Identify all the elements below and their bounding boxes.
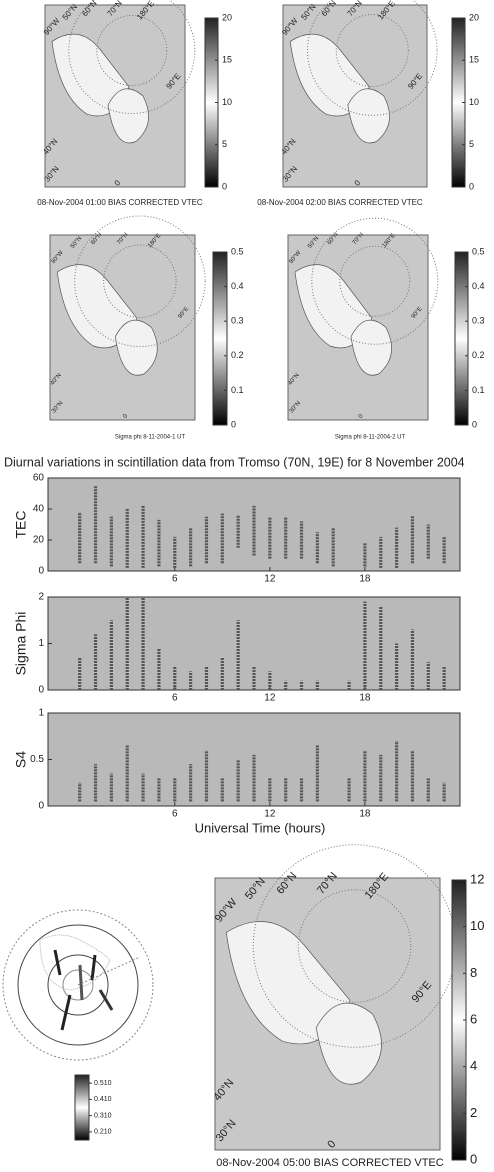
map-caption: 08-Nov-2004 02:00 BIAS CORRECTED VTEC	[257, 198, 423, 207]
y-axis-label: S4	[13, 751, 29, 768]
map-caption: 08-Nov-2004 01:00 BIAS CORRECTED VTEC	[37, 198, 203, 207]
map-graticule	[96, 15, 168, 86]
map-graticule	[339, 245, 411, 317]
map-label: 0	[113, 178, 123, 188]
map-land	[51, 33, 130, 117]
y-axis-label: Sigma Phi	[13, 612, 29, 676]
colorbar-tick-label: 0.410	[94, 1096, 112, 1103]
map-land	[56, 264, 138, 349]
colorbar-tick-label: 20	[222, 12, 232, 22]
colorbar-tick-label: 4	[470, 1058, 477, 1073]
colorbar-tick-label: 0.1	[472, 385, 485, 395]
colorbar-tick-label: 0.310	[94, 1112, 112, 1119]
colorbar	[212, 251, 228, 426]
colorbar-tick-label: 5	[469, 139, 474, 149]
y-tick-label: 1	[38, 638, 44, 649]
colorbar-tick-label: 0	[472, 419, 477, 429]
y-tick-label: 0.5	[30, 754, 44, 765]
colorbar-tick-label: 0	[469, 181, 474, 191]
map-graticule	[311, 217, 439, 345]
y-tick-label: 0	[38, 685, 44, 696]
map-land	[347, 88, 390, 144]
map-graticule	[74, 215, 206, 347]
y-tick-label: 1	[38, 708, 44, 719]
y-tick-label: 0	[38, 566, 44, 577]
y-tick-label: 2	[38, 592, 44, 603]
x-tick-label: 18	[359, 574, 371, 585]
colorbar-tick-label: 0.2	[472, 350, 485, 360]
map-land	[350, 319, 392, 376]
x-tick-label: 18	[359, 809, 371, 820]
colorbar-tick-label: 0.3	[472, 316, 485, 326]
map-caption: Sigma phi 8-11-2004-2 UT	[335, 435, 406, 441]
map-land	[289, 33, 370, 117]
colorbar-tick-label: 15	[222, 55, 232, 65]
colorbar-tick-label: 0.2	[231, 350, 244, 360]
x-tick-label: 18	[359, 693, 371, 704]
map-land	[107, 88, 149, 144]
map-caption: Sigma phi 8-11-2004-1 UT	[115, 435, 186, 441]
colorbar-tick-label: 10	[470, 918, 484, 933]
map-label: 0	[353, 178, 363, 188]
map-label: 0	[358, 413, 365, 420]
colorbar-tick-label: 0.210	[94, 1129, 112, 1136]
colorbar-tick-label: 0	[231, 419, 236, 429]
map-graticule	[103, 244, 177, 318]
y-tick-label: 40	[33, 504, 45, 515]
polar-inset	[2, 909, 154, 1061]
x-tick-label: 12	[264, 809, 276, 820]
colorbar-tick-label: 0	[222, 181, 227, 191]
map-graticule	[335, 14, 409, 87]
x-axis-label: Universal Time (hours)	[195, 820, 326, 835]
y-tick-label: 0	[38, 801, 44, 812]
map-graticule	[68, 0, 196, 114]
colorbar-tick-label: 0	[470, 1151, 477, 1166]
colorbar-tick-label: 0.5	[231, 246, 244, 256]
colorbar-tick-label: 8	[470, 965, 477, 980]
map-land	[114, 319, 158, 376]
x-tick-label: 6	[172, 809, 178, 820]
colorbar-tick-label: 10	[222, 97, 232, 107]
x-tick-label: 12	[264, 693, 276, 704]
colorbar-tick-label: 15	[469, 55, 479, 65]
colorbar-tick-label: 0.1	[231, 385, 244, 395]
map-label: 0	[122, 413, 129, 420]
x-tick-label: 6	[172, 693, 178, 704]
colorbar-tick-label: 5	[222, 139, 227, 149]
x-tick-label: 6	[172, 574, 178, 585]
colorbar-tick-label: 20	[469, 12, 479, 22]
colorbar-tick-label: 2	[470, 1105, 477, 1120]
x-tick-label: 12	[264, 574, 276, 585]
map-land	[294, 264, 373, 349]
map-graticule	[297, 889, 412, 1003]
colorbar-tick-label: 0.5	[472, 246, 485, 256]
colorbar-tick-label: 0.4	[472, 281, 485, 291]
colorbar	[454, 251, 469, 426]
inset-colorbar	[74, 1074, 90, 1141]
map-caption: 08-Nov-2004 05:00 BIAS CORRECTED VTEC	[216, 1157, 443, 1169]
colorbar-tick-label: 10	[469, 97, 479, 107]
y-axis-label: TEC	[13, 511, 29, 539]
map-land	[315, 1002, 382, 1085]
map-graticule	[306, 0, 438, 116]
colorbar-tick-label: 0.3	[231, 316, 244, 326]
chart-title: Diurnal variations in scintillation data…	[4, 455, 465, 469]
y-tick-label: 60	[33, 473, 45, 484]
colorbar-tick-label: 6	[470, 1011, 477, 1026]
y-tick-label: 20	[33, 535, 45, 546]
colorbar-tick-label: 0.510	[94, 1080, 112, 1087]
colorbar-tick-label: 12	[470, 871, 484, 886]
colorbar-tick-label: 0.4	[231, 281, 244, 291]
